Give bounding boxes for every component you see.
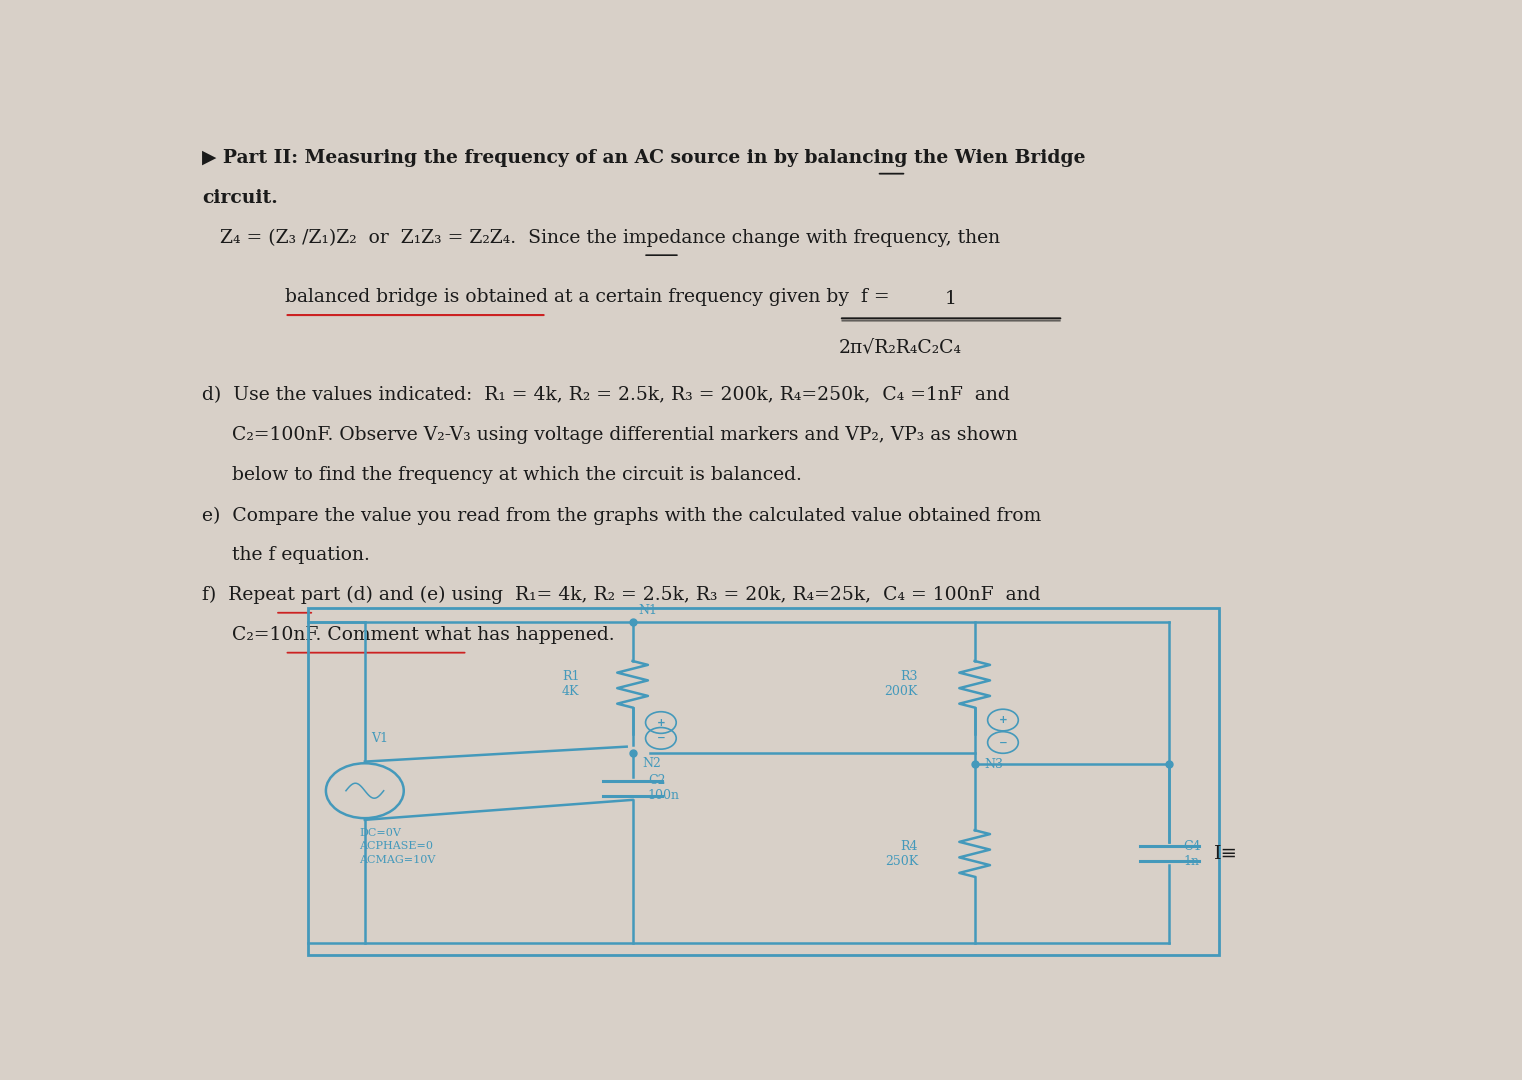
Text: N2: N2 xyxy=(642,757,661,770)
Text: the f equation.: the f equation. xyxy=(202,546,370,564)
Text: −: − xyxy=(656,733,665,743)
Text: Z₄ = (Z₃ /Z₁)Z₂  or  Z₁Z₃ = Z₂Z₄.  Since the impedance change with frequency, th: Z₄ = (Z₃ /Z₁)Z₂ or Z₁Z₃ = Z₂Z₄. Since th… xyxy=(190,229,1000,247)
Bar xyxy=(307,608,1219,955)
Text: C4
1n: C4 1n xyxy=(1184,839,1201,867)
Text: e)  Compare the value you read from the graphs with the calculated value obtaine: e) Compare the value you read from the g… xyxy=(202,507,1041,525)
Text: C₂=10nF. Comment what has happened.: C₂=10nF. Comment what has happened. xyxy=(202,626,615,644)
Text: +: + xyxy=(656,717,665,728)
Text: C₂=100nF. Observe V₂-V₃ using voltage differential markers and VP₂, VP₃ as shown: C₂=100nF. Observe V₂-V₃ using voltage di… xyxy=(202,427,1018,445)
Text: ▶ Part II: Measuring the frequency of an AC source in by balancing the Wien Brid: ▶ Part II: Measuring the frequency of an… xyxy=(202,149,1085,166)
Text: N1: N1 xyxy=(639,604,658,617)
Text: 1: 1 xyxy=(945,291,957,308)
Text: d)  Use the values indicated:  R₁ = 4k, R₂ = 2.5k, R₃ = 200k, R₄=250k,  C₄ =1nF : d) Use the values indicated: R₁ = 4k, R₂… xyxy=(202,387,1009,405)
Text: I≡: I≡ xyxy=(1215,845,1237,863)
Text: +: + xyxy=(998,715,1008,725)
Text: circuit.: circuit. xyxy=(202,189,279,206)
Text: DC=0V
ACPHASE=0
ACMAG=10V: DC=0V ACPHASE=0 ACMAG=10V xyxy=(359,828,435,865)
Text: N3: N3 xyxy=(985,757,1003,771)
Text: C2
100n: C2 100n xyxy=(648,774,680,802)
Text: below to find the frequency at which the circuit is balanced.: below to find the frequency at which the… xyxy=(202,467,802,485)
Text: balanced bridge is obtained at a certain frequency given by  f =: balanced bridge is obtained at a certain… xyxy=(285,288,889,307)
Text: f)  Repeat part (d) and (e) using  R₁= 4k, R₂ = 2.5k, R₃ = 20k, R₄=25k,  C₄ = 10: f) Repeat part (d) and (e) using R₁= 4k,… xyxy=(202,586,1041,605)
Text: 2π√R₂R₄C₂C₄: 2π√R₂R₄C₂C₄ xyxy=(839,338,962,356)
Text: V1: V1 xyxy=(371,732,388,745)
Text: −: − xyxy=(998,738,1008,747)
Text: R1
4K: R1 4K xyxy=(562,671,580,699)
Text: R3
200K: R3 200K xyxy=(884,671,918,699)
Text: R4
250K: R4 250K xyxy=(884,839,918,867)
